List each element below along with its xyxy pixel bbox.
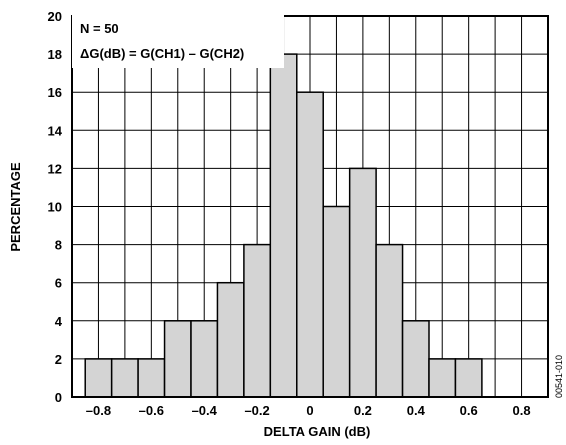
histogram-bar (84, 358, 113, 398)
histogram-bar (454, 358, 483, 398)
y-tick-label: 4 (55, 314, 63, 329)
x-tick-label: –0.4 (192, 403, 218, 418)
y-tick-label: 18 (48, 47, 62, 62)
figure-id: 00541-010 (554, 355, 564, 398)
x-tick-label: 0.8 (513, 403, 531, 418)
y-tick-label: 20 (48, 9, 62, 24)
annotation-box (72, 12, 284, 68)
y-axis-title: PERCENTAGE (8, 162, 23, 252)
histogram-bar (401, 320, 430, 398)
y-tick-label: 14 (48, 123, 63, 138)
y-tick-label: 12 (48, 161, 62, 176)
plot-frame (71, 15, 549, 398)
x-tick-label: 0.4 (407, 403, 426, 418)
histogram-bar (216, 281, 245, 398)
sample-size-annotation: N = 50 (80, 21, 119, 36)
x-tick-labels: –0.8 –0.6 –0.4 –0.2 0 0.2 0.4 0.6 0.8 (86, 403, 531, 418)
histogram-bar (375, 243, 404, 398)
x-tick-label: 0.6 (460, 403, 478, 418)
x-tick-label: 0.2 (354, 403, 372, 418)
y-tick-label: 16 (48, 85, 62, 100)
y-tick-label: 2 (55, 352, 62, 367)
histogram-bar (322, 205, 351, 398)
histogram-bar (137, 358, 166, 398)
x-tick-label: –0.8 (86, 403, 111, 418)
histogram-bar (348, 167, 377, 398)
x-tick-label: –0.2 (244, 403, 269, 418)
y-tick-labels: 0 2 4 6 8 10 12 14 16 18 20 (48, 9, 63, 405)
histogram-bar (296, 91, 324, 398)
x-axis-title: DELTA GAIN (dB) (264, 424, 371, 439)
y-tick-label: 10 (48, 200, 62, 215)
histogram-bar (110, 358, 139, 398)
histogram-bar (269, 53, 298, 398)
x-tick-label: 0 (306, 403, 313, 418)
histogram-bars (84, 53, 483, 398)
histogram-bar (190, 320, 219, 398)
histogram-bar (428, 358, 457, 398)
delta-gain-formula-annotation: ΔG(dB) = G(CH1) – G(CH2) (80, 46, 244, 61)
histogram-bar (163, 320, 192, 398)
x-tick-label: –0.6 (139, 403, 164, 418)
y-tick-label: 8 (55, 238, 62, 253)
histogram-bar (243, 243, 272, 398)
y-tick-label: 6 (55, 276, 62, 291)
y-tick-label: 0 (55, 390, 62, 405)
